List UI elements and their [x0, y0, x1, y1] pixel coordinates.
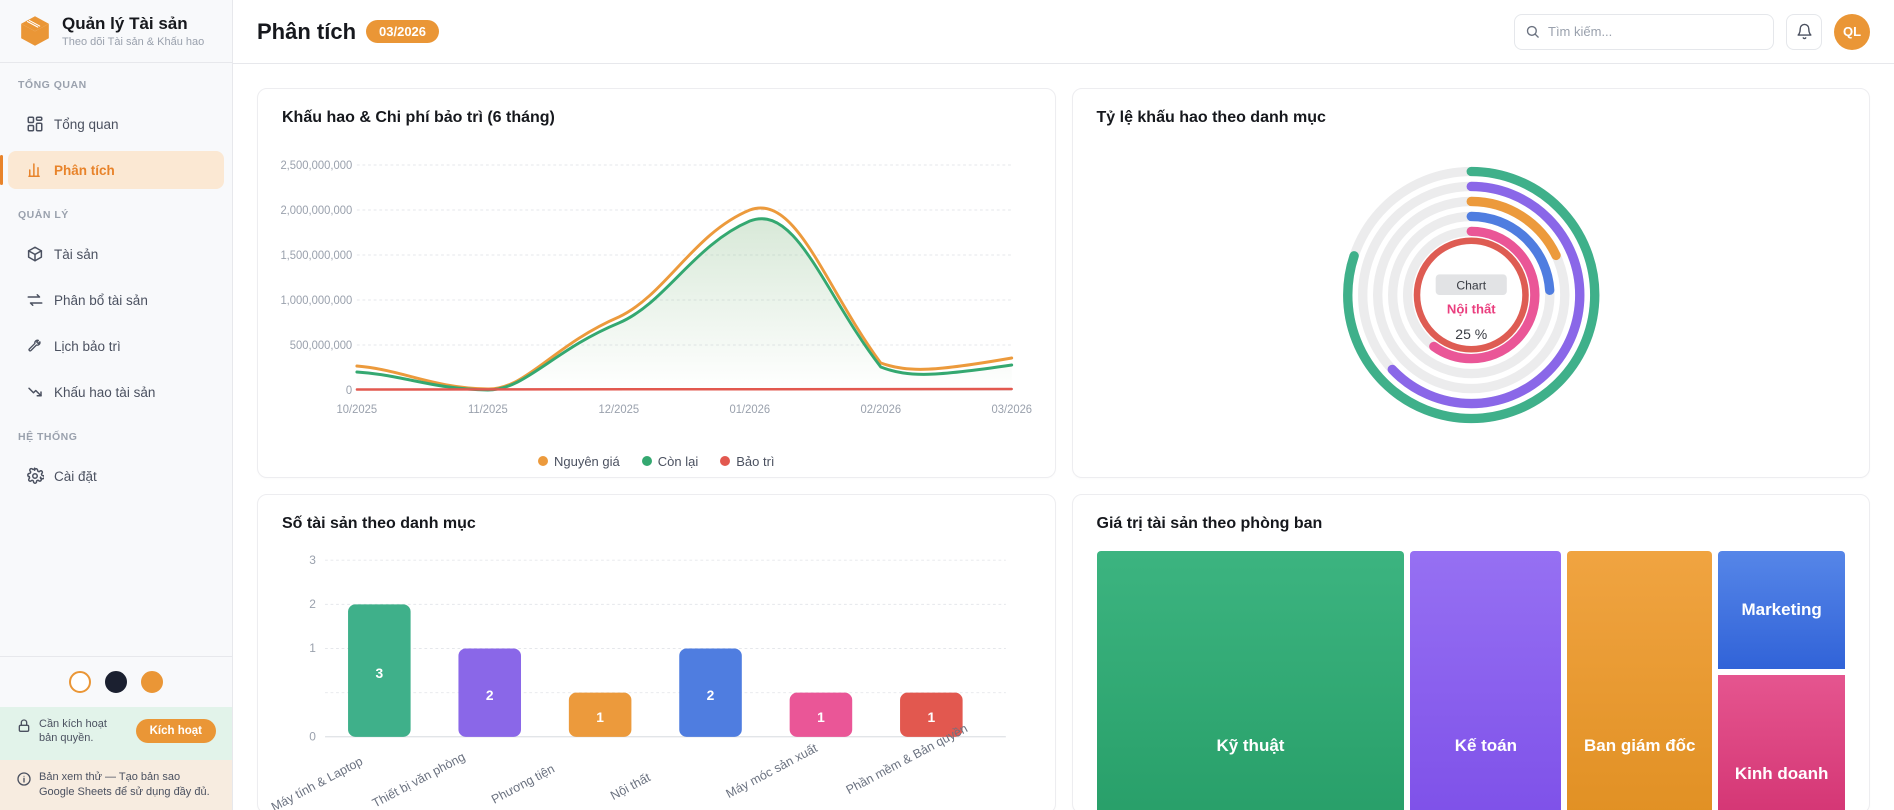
svg-text:12/2025: 12/2025: [599, 403, 640, 416]
svg-text:10/2025: 10/2025: [337, 403, 378, 416]
svg-text:02/2026: 02/2026: [861, 403, 902, 416]
svg-text:2: 2: [486, 688, 494, 703]
svg-text:25 %: 25 %: [1455, 326, 1487, 342]
svg-text:01/2026: 01/2026: [730, 403, 771, 416]
svg-text:500,000,000: 500,000,000: [290, 339, 352, 352]
svg-text:1,500,000,000: 1,500,000,000: [280, 249, 352, 262]
svg-text:Chart: Chart: [1456, 278, 1486, 292]
svg-text:0: 0: [346, 384, 352, 397]
svg-text:1: 1: [309, 641, 316, 655]
svg-text:11/2025: 11/2025: [468, 403, 508, 416]
svg-text:Nội thất: Nội thất: [1446, 302, 1495, 317]
svg-text:2: 2: [707, 688, 715, 703]
svg-text:3: 3: [375, 666, 383, 681]
svg-text:3: 3: [309, 553, 316, 567]
svg-text:1,000,000,000: 1,000,000,000: [280, 294, 352, 307]
svg-text:1: 1: [927, 710, 935, 725]
svg-text:0: 0: [309, 730, 316, 744]
svg-text:2: 2: [309, 597, 316, 611]
svg-text:1: 1: [596, 710, 604, 725]
svg-text:03/2026: 03/2026: [992, 403, 1033, 416]
svg-text:1: 1: [817, 710, 825, 725]
svg-text:2,000,000,000: 2,000,000,000: [280, 204, 352, 217]
svg-text:2,500,000,000: 2,500,000,000: [280, 159, 352, 172]
